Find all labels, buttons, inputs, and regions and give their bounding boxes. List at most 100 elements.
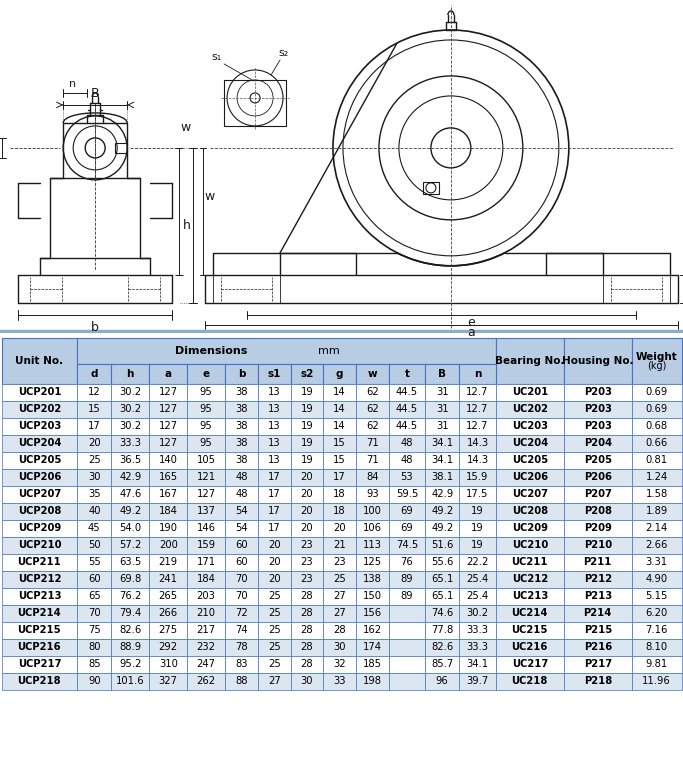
Bar <box>356 673 389 690</box>
Text: 292: 292 <box>158 642 178 652</box>
Bar <box>563 605 632 622</box>
Bar <box>77 452 111 469</box>
Text: 54.0: 54.0 <box>120 523 141 533</box>
Bar <box>459 452 496 469</box>
Text: Dimensions: Dimensions <box>175 346 247 355</box>
Bar <box>225 656 257 673</box>
Text: 25: 25 <box>268 642 281 652</box>
Text: 0.66: 0.66 <box>645 438 668 449</box>
Bar <box>632 418 682 435</box>
Text: UC205: UC205 <box>512 456 548 465</box>
Text: 38: 38 <box>235 438 248 449</box>
Bar <box>225 639 257 656</box>
Text: 17: 17 <box>268 489 281 500</box>
Bar <box>632 673 682 690</box>
Text: 70: 70 <box>235 591 248 601</box>
Text: 17: 17 <box>268 523 281 533</box>
Bar <box>1 588 77 605</box>
Bar <box>111 673 150 690</box>
Text: 82.6: 82.6 <box>431 642 454 652</box>
Bar <box>290 656 323 673</box>
Text: 12: 12 <box>88 388 100 397</box>
Bar <box>187 520 225 537</box>
Bar <box>426 503 459 520</box>
Bar <box>150 673 187 690</box>
Text: UCP218: UCP218 <box>18 677 61 687</box>
Bar <box>257 571 290 588</box>
Text: 74.5: 74.5 <box>395 540 418 550</box>
Text: 121: 121 <box>197 472 216 482</box>
Bar <box>77 418 111 435</box>
Bar <box>187 656 225 673</box>
Text: 5.15: 5.15 <box>645 591 668 601</box>
Bar <box>563 588 632 605</box>
Bar <box>187 469 225 485</box>
Bar <box>111 605 150 622</box>
Text: 30: 30 <box>88 472 100 482</box>
Text: 69: 69 <box>400 523 413 533</box>
Text: 35: 35 <box>88 489 100 500</box>
Text: n: n <box>474 369 482 379</box>
Text: UCP208: UCP208 <box>18 507 61 516</box>
Text: 76: 76 <box>400 557 413 568</box>
Bar <box>496 537 563 554</box>
Bar <box>323 639 356 656</box>
Text: 38: 38 <box>235 404 248 414</box>
Bar <box>563 337 632 384</box>
Text: P213: P213 <box>584 591 612 601</box>
Text: 2.14: 2.14 <box>645 523 668 533</box>
Bar <box>459 554 496 571</box>
Bar <box>225 520 257 537</box>
Bar <box>603 275 670 303</box>
Text: 20: 20 <box>268 557 281 568</box>
Text: 19: 19 <box>301 388 313 397</box>
Bar <box>111 537 150 554</box>
Bar <box>356 503 389 520</box>
Text: 12.7: 12.7 <box>466 388 489 397</box>
Bar <box>323 469 356 485</box>
Text: 11.96: 11.96 <box>642 677 671 687</box>
Text: 95.2: 95.2 <box>119 659 141 669</box>
Bar <box>496 520 563 537</box>
Text: 62: 62 <box>366 388 378 397</box>
Text: 17.5: 17.5 <box>466 489 489 500</box>
Text: 47.6: 47.6 <box>119 489 141 500</box>
Text: 34.1: 34.1 <box>431 456 454 465</box>
Text: s₂: s₂ <box>278 48 288 58</box>
Text: Weight: Weight <box>636 352 678 362</box>
Bar <box>389 537 426 554</box>
Bar <box>225 605 257 622</box>
Bar <box>459 656 496 673</box>
Text: 80: 80 <box>88 642 100 652</box>
Bar <box>323 605 356 622</box>
Bar <box>323 520 356 537</box>
Bar <box>290 435 323 452</box>
Bar <box>290 384 323 401</box>
Bar <box>77 503 111 520</box>
Text: 38: 38 <box>235 388 248 397</box>
Text: 96: 96 <box>436 677 449 687</box>
Text: 65.1: 65.1 <box>431 591 454 601</box>
Text: 138: 138 <box>363 575 382 584</box>
Text: UC212: UC212 <box>512 575 548 584</box>
Text: 140: 140 <box>158 456 178 465</box>
Bar <box>323 503 356 520</box>
Text: 265: 265 <box>158 591 178 601</box>
Text: 17: 17 <box>268 507 281 516</box>
Bar <box>426 469 459 485</box>
Bar <box>257 503 290 520</box>
Text: 75: 75 <box>88 626 100 636</box>
Text: 62: 62 <box>366 421 378 431</box>
Bar <box>225 673 257 690</box>
Bar <box>563 469 632 485</box>
Text: 14: 14 <box>333 388 346 397</box>
Bar <box>563 520 632 537</box>
Bar <box>111 588 150 605</box>
Text: 39.7: 39.7 <box>466 677 488 687</box>
Bar <box>1 418 77 435</box>
Text: 8.10: 8.10 <box>645 642 668 652</box>
Text: 95: 95 <box>200 388 212 397</box>
Bar <box>323 673 356 690</box>
Text: 44.5: 44.5 <box>396 421 418 431</box>
Bar <box>111 401 150 418</box>
